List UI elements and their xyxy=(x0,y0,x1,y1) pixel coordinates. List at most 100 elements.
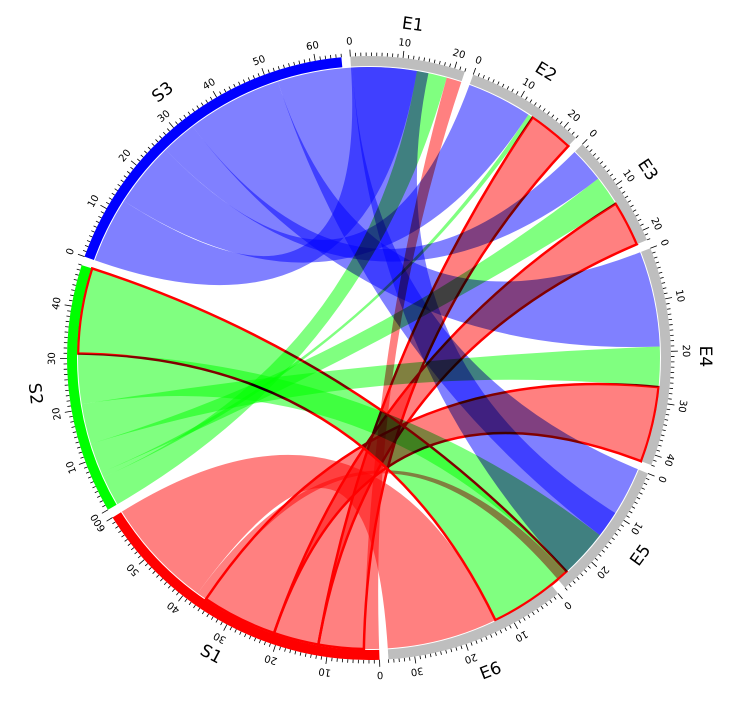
tick-s2-44 xyxy=(72,284,76,286)
tick-e2-14 xyxy=(538,105,542,109)
tick-e6-21 xyxy=(460,645,463,650)
tick-s1-22 xyxy=(263,641,266,646)
tick-e6-8 xyxy=(523,617,526,621)
tick-s1-49 xyxy=(144,563,149,567)
tick-s2-13 xyxy=(76,446,81,449)
tick-e5-25 xyxy=(572,580,576,584)
sector-label-e4: E4 xyxy=(695,346,715,368)
tick-label-e3-10: 10 xyxy=(620,168,636,185)
ribbon-s3-e2 xyxy=(123,84,529,263)
tick-label-e4-20: 20 xyxy=(680,344,691,357)
tick-e3-16 xyxy=(632,209,637,212)
tick-e3-7 xyxy=(606,169,610,173)
tick-e6-24 xyxy=(445,649,448,654)
tick-e3-4 xyxy=(596,157,600,160)
tick-s3-17 xyxy=(123,175,127,179)
tick-label-s2-0: 0 xyxy=(89,512,102,523)
tick-s3-16 xyxy=(120,179,124,183)
tick-label-s1-20: 20 xyxy=(263,652,279,666)
tick-s1-50 xyxy=(138,559,145,565)
tick-label-s3-0: 0 xyxy=(65,247,78,257)
tick-e1-21 xyxy=(459,66,462,71)
tick-s2-7 xyxy=(87,476,92,479)
tick-e3-5 xyxy=(599,161,604,164)
tick-s3-38 xyxy=(205,99,208,103)
tick-e5-14 xyxy=(611,537,615,541)
tick-e5-19 xyxy=(594,557,599,561)
tick-e6-11 xyxy=(509,625,512,629)
tick-s1-15 xyxy=(299,652,302,656)
sector-label-s3: S3 xyxy=(148,78,177,107)
tick-s3-59 xyxy=(308,58,311,62)
tick-label-e6-30: 30 xyxy=(410,664,424,677)
tick-e5-5 xyxy=(636,497,641,500)
tick-e5-2 xyxy=(643,482,648,485)
tick-e4-7 xyxy=(661,282,666,284)
tick-e4-10 xyxy=(665,297,673,300)
tick-s2-2 xyxy=(99,500,103,503)
tick-s3-26 xyxy=(155,139,159,143)
tick-e2-11 xyxy=(525,96,528,100)
tick-s1-24 xyxy=(253,637,257,642)
tick-s3-14 xyxy=(114,188,118,191)
tick-e5-3 xyxy=(641,487,645,490)
tick-s2-20 xyxy=(64,410,72,413)
tick-e6-14 xyxy=(495,632,498,636)
tick-s1-16 xyxy=(294,650,297,655)
tick-e2-12 xyxy=(529,99,533,103)
tick-label-s1-30: 30 xyxy=(212,629,228,645)
tick-s1-26 xyxy=(244,633,247,638)
tick-s2-39 xyxy=(67,310,71,312)
tick-s1-54 xyxy=(127,543,131,546)
ribbon-s2-e4 xyxy=(81,346,661,444)
tick-e2-13 xyxy=(534,102,537,106)
tick-label-s1-0: 0 xyxy=(377,669,384,680)
tick-label-s3-20: 20 xyxy=(117,148,134,165)
tick-s3-57 xyxy=(298,60,301,65)
tick-e1-22 xyxy=(464,68,467,72)
tick-s3-44 xyxy=(233,83,236,88)
tick-e2-4 xyxy=(492,79,495,83)
tick-e5-12 xyxy=(617,528,622,532)
tick-e1-16 xyxy=(433,59,436,64)
tick-e4-39 xyxy=(656,449,661,452)
tick-s3-31 xyxy=(175,121,178,125)
tick-s2-16 xyxy=(72,431,77,434)
tick-s1-39 xyxy=(184,598,188,602)
tick-s1-19 xyxy=(279,646,281,651)
tick-e2-2 xyxy=(482,74,485,79)
tick-e6-4 xyxy=(540,605,544,610)
tick-s1-45 xyxy=(160,578,163,582)
tick-s2-12 xyxy=(78,451,83,454)
tick-label-e2-20: 20 xyxy=(565,108,582,125)
tick-e4-37 xyxy=(659,439,664,442)
tick-e2-22 xyxy=(571,131,575,135)
tick-s1-12 xyxy=(315,655,317,659)
tick-e1-10 xyxy=(402,50,405,58)
tick-s1-23 xyxy=(258,639,261,644)
tick-s1-20 xyxy=(272,645,276,652)
tick-e4-31 xyxy=(666,408,671,411)
tick-label-e4-30: 30 xyxy=(675,399,688,413)
tick-e5-17 xyxy=(601,549,605,553)
tick-e2-0 xyxy=(472,67,477,75)
tick-e6-12 xyxy=(504,627,507,631)
tick-s1-25 xyxy=(249,635,252,640)
tick-e5-18 xyxy=(598,553,602,557)
tick-s1-36 xyxy=(197,607,201,612)
tick-s1-27 xyxy=(239,631,242,635)
tick-e4-1 xyxy=(652,251,656,254)
tick-label-e1-20: 20 xyxy=(451,47,466,61)
tick-e3-12 xyxy=(621,191,626,194)
tick-s1-43 xyxy=(167,585,171,589)
tick-label-s3-60: 60 xyxy=(305,40,319,53)
tick-e4-30 xyxy=(667,403,675,406)
tick-e2-23 xyxy=(575,135,579,139)
tick-e2-17 xyxy=(551,114,555,118)
tick-label-e2-0: 0 xyxy=(473,55,483,68)
tick-e5-26 xyxy=(568,584,572,588)
tick-s1-56 xyxy=(121,534,125,538)
tick-label-s1-10: 10 xyxy=(318,665,332,678)
tick-s3-61 xyxy=(319,56,321,60)
tick-s1-30 xyxy=(223,624,228,631)
